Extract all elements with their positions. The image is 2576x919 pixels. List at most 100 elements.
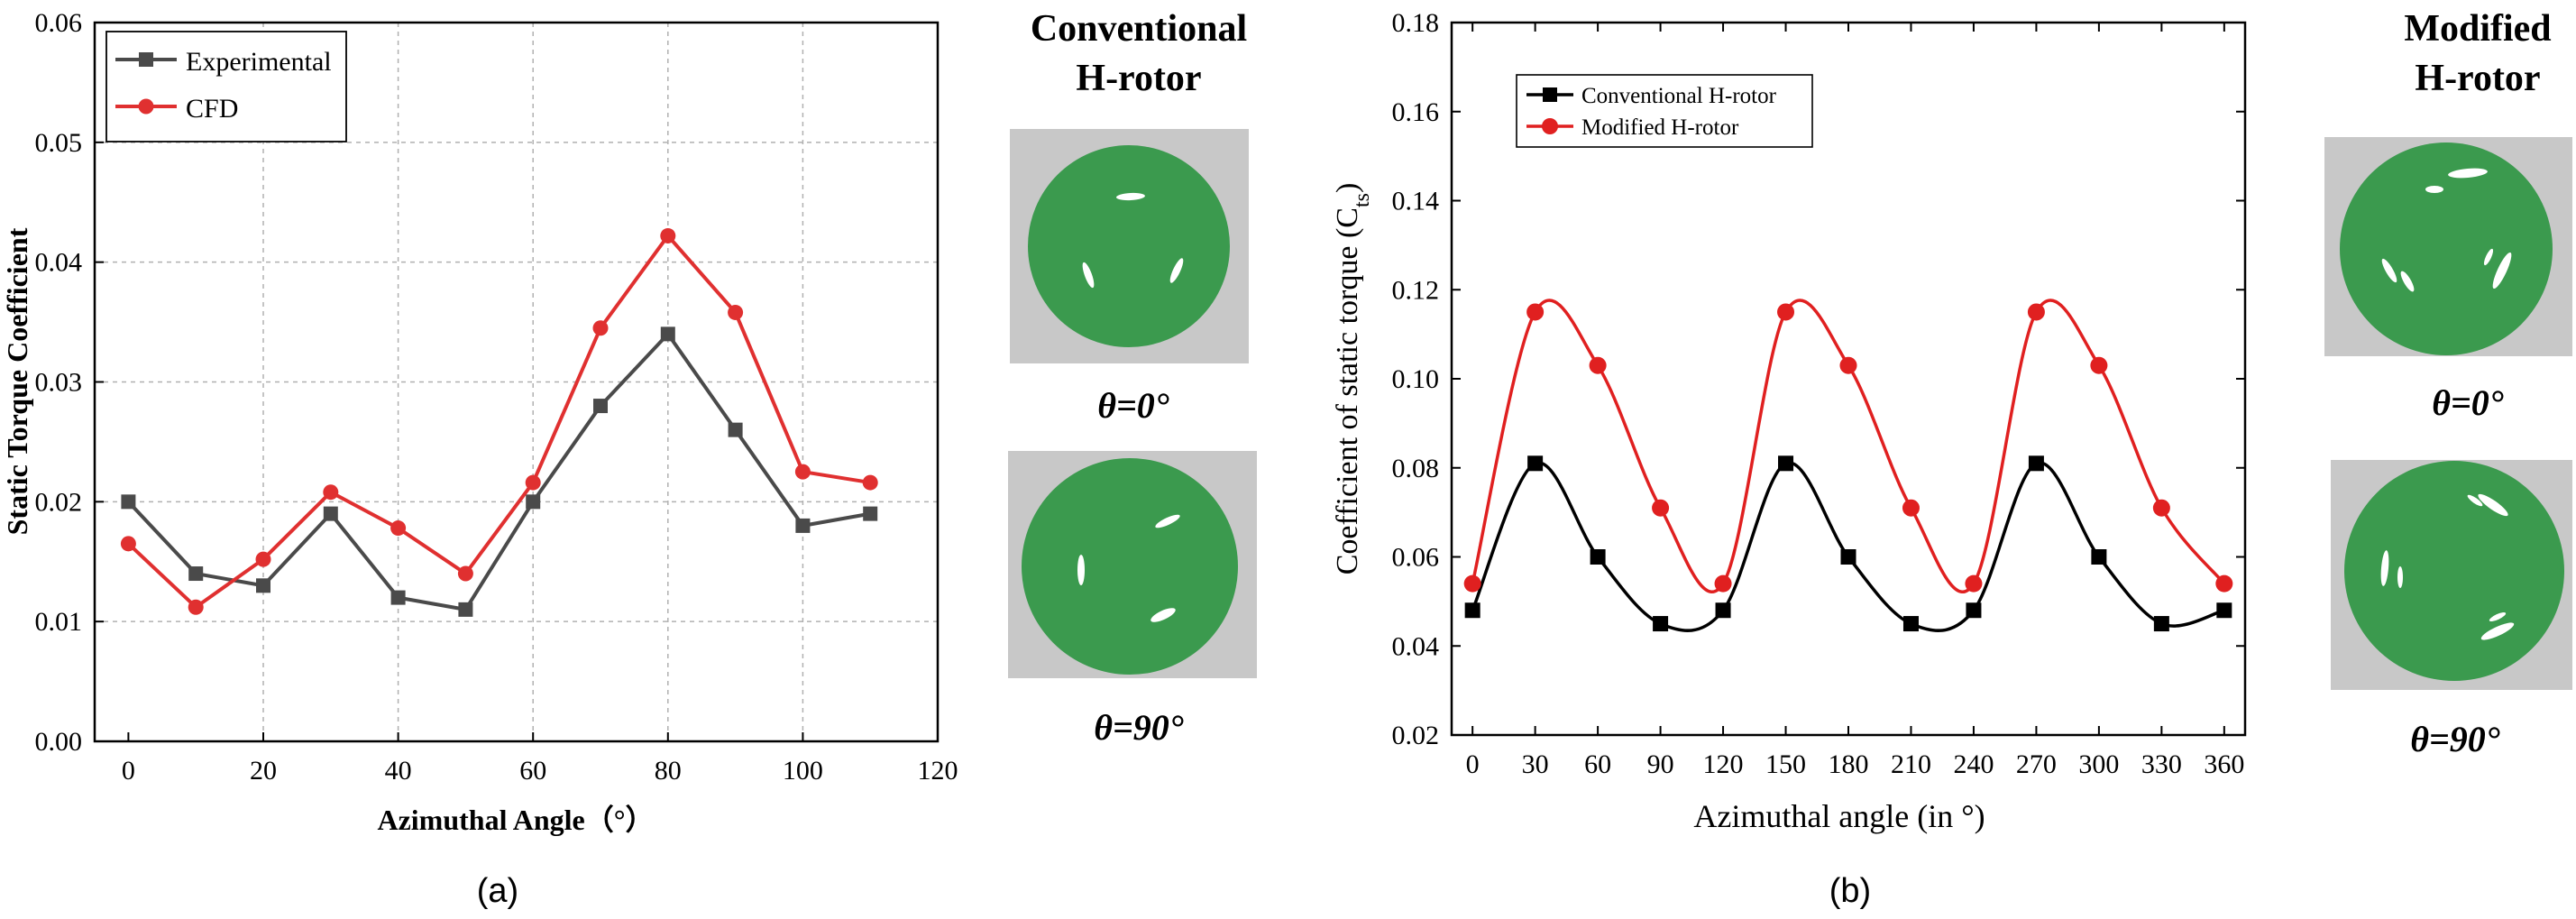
data-point-experimental [188, 566, 204, 582]
legend-modified-label: Modified H-rotor [1581, 115, 1739, 140]
data-point-modified-h-rotor [2027, 303, 2045, 321]
data-point-experimental [795, 518, 811, 533]
y-tick-label: 0.18 [1392, 8, 1440, 38]
blade-icon [2381, 258, 2397, 283]
data-point-modified-h-rotor [1526, 303, 1545, 321]
x-tick-label: 60 [1584, 749, 1611, 779]
data-point-conventional-h-rotor [2153, 616, 2169, 632]
x-tick-label: 270 [2016, 749, 2057, 779]
blade-icon [2400, 271, 2415, 292]
x-tick-label: 330 [2141, 749, 2182, 779]
data-point-conventional-h-rotor [1966, 602, 1982, 619]
legend-cfd-label: CFD [186, 94, 238, 124]
side-a-angle-label-bottom: θ=90° [1094, 707, 1184, 748]
blade-icon [1169, 258, 1184, 283]
x-tick-label: 90 [1647, 749, 1674, 779]
legend-conventional-label: Conventional H-rotor [1581, 84, 1777, 108]
legend-conventional-marker [1543, 87, 1557, 102]
data-point-cfd [120, 536, 136, 552]
panel-b-ticks: 0 30 60 90 120 150 180 210 240 270 300 330 360 0.02 0.… [1392, 8, 2245, 779]
side-a-title-line2: H-rotor [1076, 58, 1201, 99]
data-point-modified-h-rotor [2090, 356, 2108, 374]
x-tick-label: 80 [655, 756, 682, 786]
blade-icon [2397, 566, 2403, 588]
data-point-cfd [255, 551, 271, 567]
data-point-experimental [458, 602, 473, 617]
data-point-experimental [390, 590, 406, 605]
data-point-conventional-h-rotor [2216, 602, 2232, 619]
panel-b-rotor-images: Modified H-rotor θ=0° θ=90° [2324, 8, 2572, 759]
blade-icon [2448, 168, 2488, 179]
x-tick-label: 100 [783, 756, 823, 786]
caption-a: (a) [477, 872, 518, 910]
x-tick-label: 0 [122, 756, 135, 786]
data-point-modified-h-rotor [2152, 499, 2170, 517]
panel-b-y-axis-label: Coefficient of static torque (Cts) [1331, 183, 1374, 575]
rotor-image-modified-90deg [2344, 461, 2564, 681]
blade-icon [2467, 494, 2483, 507]
data-point-conventional-h-rotor [1715, 602, 1731, 619]
data-point-conventional-h-rotor [1778, 455, 1794, 472]
data-point-experimental [863, 506, 878, 521]
panel-a-rotor-images: Conventional H-rotor θ=0° θ=90° [1008, 8, 1257, 748]
data-point-cfd [794, 464, 811, 480]
rotor-image-modified-0deg [2340, 142, 2553, 355]
data-point-conventional-h-rotor [1840, 549, 1856, 565]
panel-a-legend-box [105, 31, 347, 142]
y-tick-label: 0.02 [1392, 721, 1440, 750]
x-tick-label: 120 [918, 756, 958, 786]
panel-a-series [120, 227, 878, 617]
series-curve-modified-h-rotor [1471, 299, 2226, 593]
y-tick-label: 0.08 [1392, 454, 1440, 483]
data-point-modified-h-rotor [1839, 356, 1857, 374]
panel-a-y-axis-label: Static Torque Coefficient [1, 227, 33, 535]
y-tick-label: 0.05 [35, 128, 83, 158]
data-point-experimental [526, 494, 541, 510]
data-point-cfd [390, 520, 407, 537]
data-point-conventional-h-rotor [2028, 455, 2044, 472]
series-line-cfd [127, 233, 871, 610]
x-tick-label: 180 [1829, 749, 1869, 779]
side-b-angle-label-top: θ=0° [2432, 382, 2504, 423]
data-point-modified-h-rotor [1777, 303, 1795, 321]
data-point-cfd [660, 227, 676, 244]
y-tick-label: 0.04 [1392, 631, 1440, 661]
data-point-conventional-h-rotor [1527, 455, 1544, 472]
side-a-angle-label-top: θ=0° [1097, 385, 1169, 426]
y-tick-label: 0.02 [35, 487, 83, 517]
x-tick-label: 20 [250, 756, 277, 786]
caption-b: (b) [1829, 872, 1871, 910]
x-tick-label: 240 [1953, 749, 1994, 779]
y-tick-label: 0.03 [35, 368, 83, 398]
data-point-modified-h-rotor [1902, 499, 1920, 517]
blade-icon [2489, 611, 2507, 622]
y-tick-label: 0.06 [1392, 543, 1440, 573]
side-b-angle-label-bottom: θ=90° [2410, 719, 2500, 759]
panel-a-ticks: 0 20 40 60 80 100 120 0.00 0.01 0.02 0.03 0.04 0.05 0… [35, 8, 958, 786]
blade-icon [1155, 514, 1180, 528]
x-tick-label: 150 [1765, 749, 1806, 779]
y-tick-label: 0.04 [35, 248, 83, 278]
data-point-cfd [862, 474, 878, 491]
data-point-experimental [728, 422, 743, 437]
y-tick-label: 0.16 [1392, 97, 1440, 127]
x-tick-label: 0 [1466, 749, 1480, 779]
panel-b-series [1463, 299, 2233, 632]
blade-icon [1077, 555, 1085, 585]
data-point-cfd [592, 320, 609, 336]
x-tick-label: 60 [519, 756, 546, 786]
panel-a-x-axis-label: Azimuthal Angle（°） [377, 804, 654, 836]
panel-b-legend-box [1516, 74, 1813, 148]
data-point-modified-h-rotor [2215, 574, 2233, 593]
blade-icon [2380, 550, 2389, 586]
data-point-modified-h-rotor [1714, 574, 1732, 593]
series-line-experimental [126, 331, 871, 612]
y-tick-label: 0.12 [1392, 275, 1440, 305]
y-tick-label: 0.06 [35, 8, 83, 38]
side-b-title-line1: Modified [2404, 8, 2551, 50]
blade-icon [1116, 192, 1145, 201]
legend-modified-marker [1542, 118, 1558, 134]
data-point-cfd [525, 474, 541, 491]
data-point-experimental [323, 506, 338, 521]
x-tick-label: 300 [2078, 749, 2119, 779]
